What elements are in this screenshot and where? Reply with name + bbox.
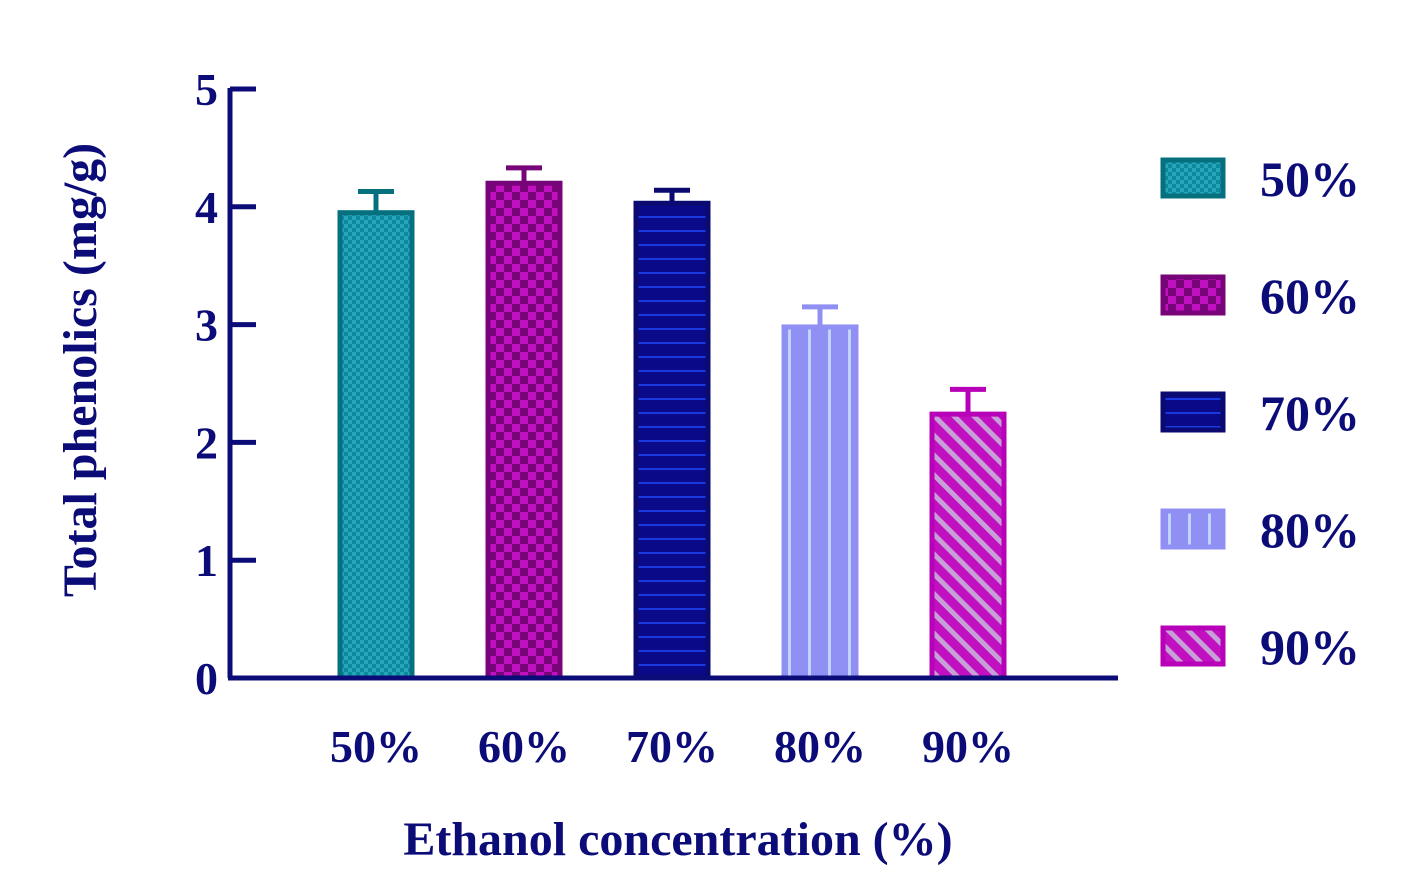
y-tick-label: 4 <box>195 182 218 233</box>
legend-swatch <box>1160 625 1226 667</box>
bars-layer <box>337 165 1007 681</box>
y-tick-label: 0 <box>195 653 218 704</box>
x-tick-label: 70% <box>626 721 718 772</box>
legend-label: 80% <box>1260 502 1360 558</box>
x-tick-label: 60% <box>478 721 570 772</box>
bar-80pct <box>781 324 859 681</box>
legend-label: 50% <box>1260 151 1360 207</box>
y-tick-label: 2 <box>195 417 218 468</box>
legend-label: 70% <box>1260 385 1360 441</box>
x-tick-label: 90% <box>922 721 1014 772</box>
y-ticks: 0 1 2 3 4 5 <box>195 64 256 704</box>
x-tick-label: 80% <box>774 721 866 772</box>
x-tick-labels: 50% 60% 70% 80% 90% <box>330 721 1014 772</box>
y-tick-label: 1 <box>195 535 218 586</box>
legend-label: 60% <box>1260 268 1360 324</box>
legend-swatch <box>1160 391 1226 433</box>
legend: 50% 60% 70% 80% 90% <box>1160 151 1360 675</box>
bar-70pct <box>633 200 711 681</box>
legend-swatch <box>1160 508 1226 550</box>
x-tick-label: 50% <box>330 721 422 772</box>
legend-label: 90% <box>1260 619 1360 675</box>
legend-swatch <box>1160 274 1226 316</box>
y-axis: 0 1 2 3 4 5 <box>195 64 256 704</box>
bar-90pct <box>929 411 1007 681</box>
y-tick-label: 3 <box>195 300 218 351</box>
bar-60pct <box>485 180 563 681</box>
y-tick-label: 5 <box>195 64 218 115</box>
x-axis-title: Ethanol concentration (%) <box>403 813 952 866</box>
bar-50pct <box>337 210 415 681</box>
y-axis-title: Total phenolics (mg/g) <box>54 143 107 597</box>
legend-swatch <box>1160 157 1226 199</box>
